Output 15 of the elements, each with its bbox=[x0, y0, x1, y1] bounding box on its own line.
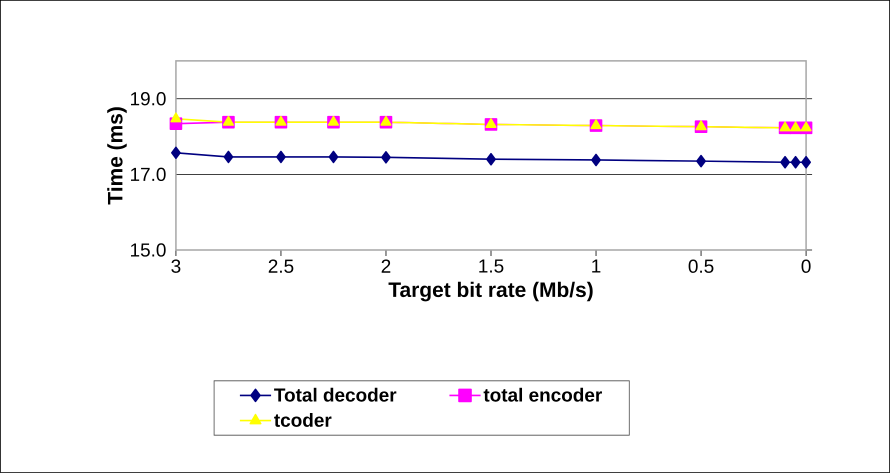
legend-label: Total decoder bbox=[274, 388, 396, 402]
y-axis-title: Time (ms) bbox=[107, 107, 127, 204]
x-tick-label: 0 bbox=[802, 260, 811, 273]
x-tick-label: 1 bbox=[592, 260, 600, 273]
y-tick-label: 15.0 bbox=[130, 243, 166, 257]
x-tick-label: 1.5 bbox=[479, 260, 504, 273]
x-tick-label: 2.5 bbox=[268, 260, 294, 273]
x-tick-label: 0.5 bbox=[688, 260, 714, 273]
y-tick-label: 17.0 bbox=[130, 168, 166, 182]
x-axis-title: Target bit rate (Mb/s) bbox=[388, 282, 593, 302]
y-tick-label: 19.0 bbox=[130, 92, 166, 106]
x-tick-label: 2 bbox=[382, 260, 390, 273]
legend-label: tcoder bbox=[274, 413, 332, 427]
x-tick-label: 3 bbox=[171, 260, 180, 273]
legend-label: total encoder bbox=[484, 388, 602, 402]
